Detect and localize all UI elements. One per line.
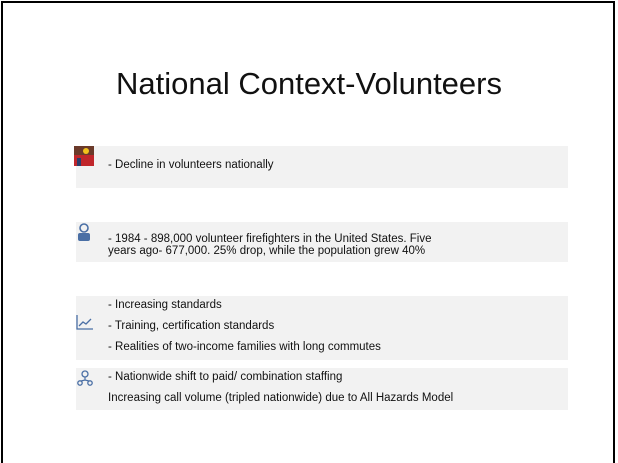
item-text: - Training, certification standards	[108, 320, 275, 332]
item-text: years ago- 677,000. 25% drop, while the …	[108, 245, 426, 257]
item-text: Increasing call volume (tripled nationwi…	[108, 392, 454, 404]
item-text: - Nationwide shift to paid/ combination …	[108, 371, 343, 383]
item-box	[76, 296, 568, 360]
item-text: - Increasing standards	[108, 299, 222, 311]
chart-icon	[76, 315, 93, 330]
item-text: - Decline in volunteers nationally	[108, 159, 274, 171]
item-text: - 1984 - 898,000 volunteer firefighters …	[108, 233, 432, 245]
slide-title: National Context-Volunteers	[115, 66, 502, 101]
item-text: - Realities of two-income families with …	[108, 341, 381, 353]
item-box	[76, 222, 568, 262]
network-icon	[77, 370, 93, 386]
photo-icon	[74, 146, 94, 166]
item-box	[76, 368, 568, 410]
item-box	[76, 146, 568, 188]
firefighter-icon	[78, 223, 90, 241]
